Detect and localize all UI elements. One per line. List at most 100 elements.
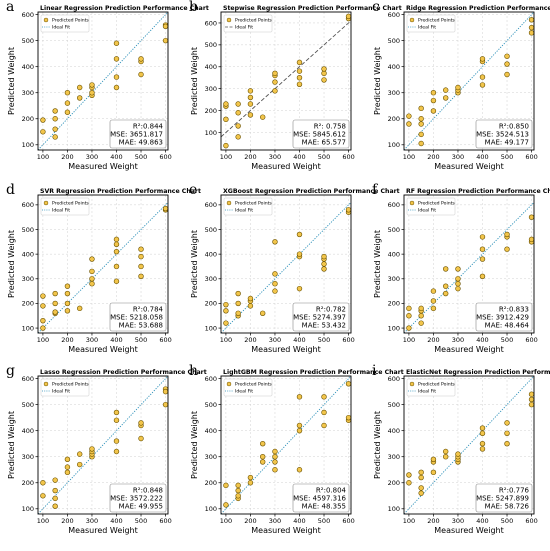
y-axis-label: Predicted Weight — [7, 411, 16, 479]
data-point — [272, 79, 278, 85]
data-point — [504, 246, 510, 252]
data-point — [64, 456, 71, 463]
data-point — [235, 110, 241, 116]
data-point — [418, 116, 424, 122]
data-point — [235, 482, 241, 489]
chart-panel-h: h LightGBM Regression Prediction Performa… — [189, 363, 404, 535]
x-tick-label: 300 — [452, 153, 464, 161]
data-point — [52, 126, 58, 132]
data-point — [418, 469, 424, 476]
x-tick-label: 400 — [293, 517, 305, 525]
stat-mse: MSE: 5845.612 — [293, 131, 346, 139]
y-tick-label: 600 — [205, 201, 217, 209]
x-tick-label: 600 — [159, 517, 171, 525]
data-point — [162, 23, 169, 30]
data-point — [406, 305, 412, 312]
chart-panel-d: d SVR Regression Prediction Performance C… — [6, 182, 201, 354]
stat-r2: R²:0.848 — [133, 487, 163, 495]
stats-box — [109, 302, 167, 332]
chart-title: Stepwise Regression Prediction Performan… — [223, 5, 402, 12]
data-point — [430, 298, 437, 304]
data-point — [272, 459, 278, 465]
data-point — [113, 417, 120, 423]
data-point — [504, 61, 510, 67]
data-point — [113, 241, 120, 247]
y-tick-label: 300 — [388, 453, 400, 461]
x-axis-label: Measured Weight — [251, 345, 321, 354]
x-tick-label: 400 — [110, 153, 122, 161]
y-tick-label: 600 — [205, 375, 217, 383]
data-point — [430, 288, 437, 294]
data-point — [113, 409, 120, 416]
y-tick-label: 600 — [22, 375, 34, 383]
data-point — [418, 320, 424, 326]
data-point — [223, 116, 229, 123]
data-point — [479, 234, 486, 240]
data-point — [479, 425, 486, 431]
y-tick-label: 500 — [205, 41, 217, 49]
data-point — [321, 422, 327, 429]
data-point — [272, 239, 278, 245]
x-tick-label: 200 — [427, 517, 439, 525]
data-point — [247, 303, 254, 309]
data-point — [113, 278, 120, 284]
legend-marker-points — [226, 200, 232, 206]
data-point — [296, 394, 303, 400]
stats-box — [475, 119, 533, 149]
chart-title: XGBoost Regression Prediction Performanc… — [223, 188, 400, 195]
data-point — [479, 246, 486, 252]
data-point — [272, 281, 278, 287]
x-tick-label: 600 — [525, 517, 537, 525]
x-tick-label: 200 — [61, 153, 73, 161]
x-tick-label: 200 — [61, 336, 73, 344]
data-point — [479, 82, 486, 88]
legend-marker-points — [409, 17, 415, 23]
data-point — [64, 90, 71, 96]
x-tick-label: 400 — [476, 336, 488, 344]
data-point — [455, 281, 461, 287]
data-point — [418, 474, 424, 481]
data-point — [406, 480, 412, 486]
y-tick-label: 600 — [388, 11, 400, 19]
data-point — [321, 261, 327, 267]
data-point — [272, 454, 278, 460]
data-point — [40, 303, 46, 309]
legend-label-ideal: Ideal Fit — [235, 25, 253, 31]
x-tick-label: 600 — [342, 517, 354, 525]
data-point — [223, 502, 229, 508]
x-tick-label: 100 — [220, 153, 232, 161]
data-point — [52, 487, 58, 494]
data-point — [235, 493, 241, 499]
legend-label-points: Predicted Points — [235, 382, 272, 388]
data-point — [455, 84, 461, 91]
data-point — [442, 95, 449, 101]
x-axis-label: Measured Weight — [434, 345, 504, 354]
y-tick-label: 400 — [388, 427, 400, 435]
stat-r2: R²:0.804 — [316, 487, 347, 495]
stat-mae: MAE: 48.355 — [302, 503, 346, 511]
legend-label-points: Predicted Points — [235, 18, 272, 24]
data-point — [418, 305, 424, 312]
y-axis-label: Predicted Weight — [7, 47, 16, 115]
data-point — [479, 256, 486, 262]
y-tick-label: 600 — [22, 201, 34, 209]
data-point — [296, 427, 303, 434]
data-point — [162, 205, 169, 212]
data-point — [223, 482, 229, 489]
stat-r2: R²:0.776 — [499, 487, 530, 495]
data-point — [528, 214, 535, 220]
y-tick-label: 200 — [388, 479, 400, 487]
legend-marker-points — [409, 381, 415, 387]
stat-r2: R²:0.850 — [499, 123, 529, 131]
y-tick-label: 500 — [205, 226, 217, 234]
stat-mae: MAE: 49.863 — [119, 139, 163, 147]
panel-letter: e — [189, 182, 197, 198]
x-tick-label: 200 — [427, 153, 439, 161]
x-tick-label: 200 — [244, 153, 256, 161]
x-tick-label: 500 — [318, 336, 330, 344]
stats-box — [109, 483, 167, 513]
data-point — [40, 293, 46, 299]
ideal-fit-line — [37, 202, 169, 334]
x-tick-label: 100 — [403, 336, 415, 344]
x-axis-label: Measured Weight — [251, 162, 321, 171]
